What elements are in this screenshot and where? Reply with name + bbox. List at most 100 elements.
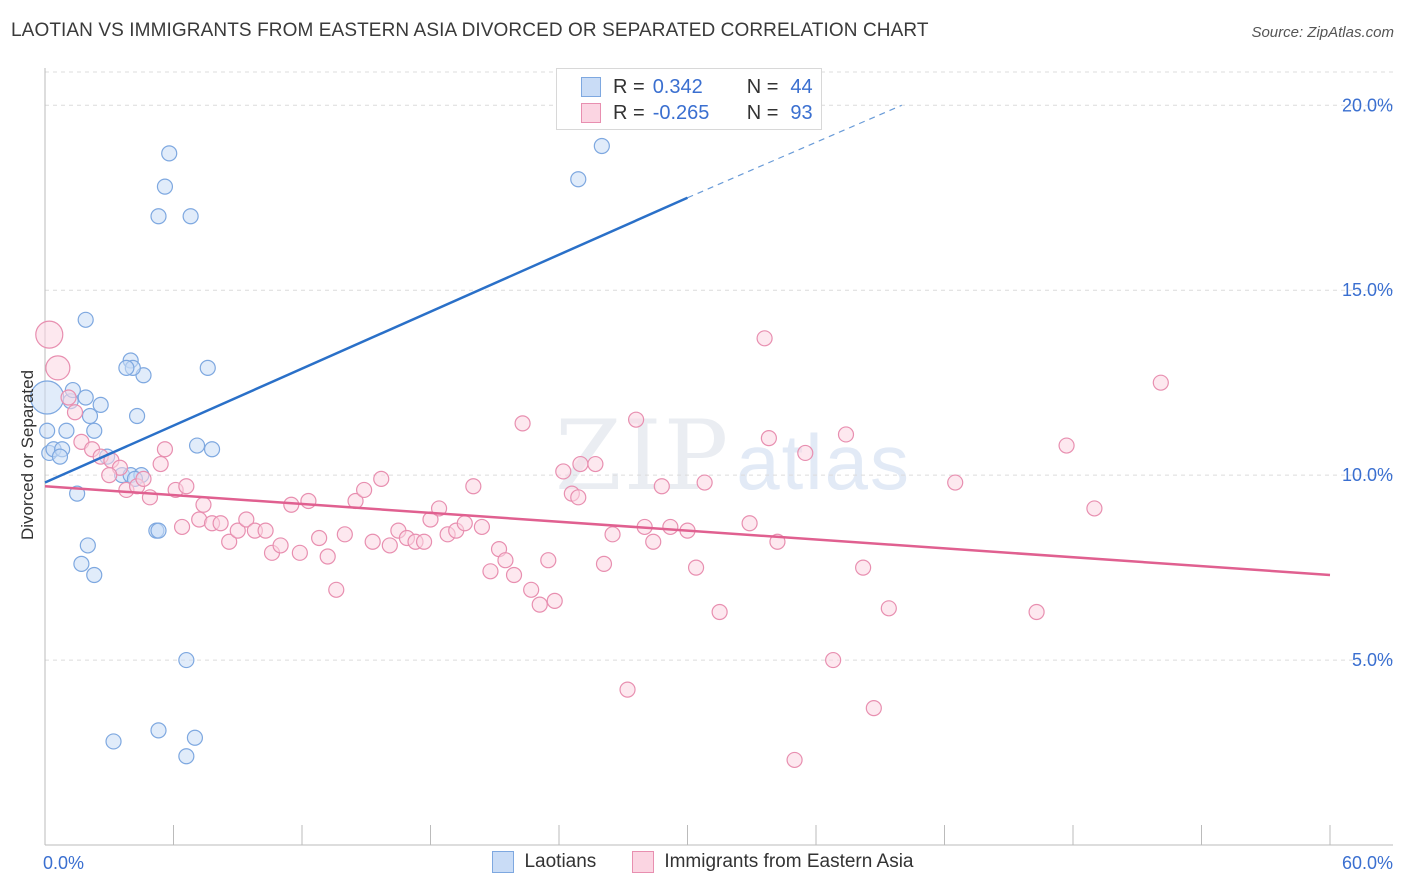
immigrants-point (101, 467, 118, 484)
legend-label-laotians: Laotians (524, 851, 597, 872)
immigrants-point (741, 515, 758, 532)
laotians-point (178, 651, 195, 669)
laotians-point (178, 748, 195, 765)
legend-n-label: N = (746, 101, 779, 124)
laotians-point (118, 359, 135, 376)
immigrants-point (523, 581, 540, 598)
immigrants-point (1058, 437, 1075, 454)
immigrants-point (514, 415, 531, 432)
immigrants-point (855, 559, 872, 576)
laotians-point (161, 145, 178, 162)
immigrants-point (687, 559, 705, 576)
immigrants-point (195, 496, 212, 513)
laotians-point (150, 208, 167, 225)
legend-swatch-laotians (581, 77, 601, 97)
immigrants-point (35, 320, 64, 349)
laotians-point (182, 208, 199, 225)
legend-r-label: R = (613, 101, 645, 124)
immigrants-point (570, 489, 587, 506)
immigrants-point (173, 518, 191, 536)
immigrants-point (364, 533, 381, 550)
immigrants-point (604, 526, 621, 543)
immigrants-point (760, 430, 777, 447)
immigrants-point (152, 455, 169, 473)
legend-item-laotians[interactable]: Laotians (492, 851, 596, 873)
immigrants-point (135, 470, 152, 487)
y-tick-label: 15.0% (1342, 280, 1393, 300)
immigrants-point (627, 411, 645, 428)
y-tick-label: 20.0% (1342, 95, 1393, 115)
immigrants-point (572, 455, 589, 473)
immigrants-point (257, 522, 274, 539)
immigrants-point (662, 518, 679, 536)
immigrants-trend-line (44, 484, 1331, 577)
laotians-point (156, 178, 174, 195)
x-tick-label: 0.0% (43, 853, 84, 873)
immigrants-point (619, 681, 636, 698)
immigrants-point (300, 492, 317, 510)
immigrants-point (178, 478, 195, 495)
laotians-point (128, 407, 146, 425)
immigrants-point (291, 544, 308, 561)
laotians-point (73, 555, 90, 573)
laotians-point (92, 396, 109, 413)
immigrants-point (482, 563, 499, 580)
immigrants-point (497, 552, 514, 569)
legend-r-value: 0.342 (652, 75, 703, 98)
legend-swatch-immigrants (581, 103, 601, 123)
immigrants-point (336, 526, 353, 543)
immigrants-point (156, 441, 174, 458)
legend-n-value: 93 (790, 101, 813, 124)
immigrants-point (221, 533, 238, 550)
laotians-point (150, 722, 167, 739)
legend-item-immigrants[interactable]: Immigrants from Eastern Asia (632, 851, 914, 873)
immigrants-point (947, 474, 964, 491)
immigrants-point (825, 651, 842, 669)
immigrants-point (711, 603, 728, 621)
immigrants-point (531, 596, 548, 613)
legend-r-label: R = (613, 75, 645, 98)
immigrants-point (60, 389, 77, 406)
immigrants-point (456, 515, 473, 532)
immigrants-point (356, 481, 373, 499)
laotians-point (39, 422, 56, 439)
immigrants-point (381, 537, 398, 554)
immigrants-point (837, 426, 855, 443)
legend-swatch-immigrants (632, 851, 655, 873)
y-axis-label: Divorced or Separated (18, 369, 37, 541)
laotians-point (86, 422, 103, 439)
laotians-point (79, 537, 96, 554)
immigrants-point (1086, 500, 1103, 517)
immigrants-point (229, 522, 246, 539)
source-label: Source: ZipAtlas.com (1251, 24, 1394, 41)
immigrants-point (865, 700, 882, 717)
legend-label-immigrants: Immigrants from Eastern Asia (664, 851, 914, 872)
immigrants-point (797, 444, 814, 462)
immigrants-point (555, 463, 572, 480)
immigrants-point (786, 751, 803, 769)
laotians-point (150, 522, 167, 539)
series-legend: Laotians Immigrants from Eastern Asia (0, 851, 1406, 873)
correlation-legend: R = 0.342 N = 44 R = -0.265 N = 93 (556, 68, 822, 130)
immigrants-point (587, 455, 604, 473)
immigrants-point (66, 404, 84, 421)
legend-r-value: -0.265 (652, 101, 710, 124)
laotians-point (51, 448, 69, 465)
laotians-point (81, 407, 99, 425)
laotians-point (570, 171, 587, 188)
immigrants-point (653, 478, 670, 495)
legend-row-immigrants: R = -0.265 N = 93 (581, 100, 813, 126)
immigrants-point (473, 518, 490, 536)
legend-swatch-laotians (492, 851, 515, 873)
laotians-point (186, 729, 204, 746)
immigrants-point (880, 600, 897, 617)
immigrants-point (1028, 603, 1045, 621)
immigrants-point (319, 548, 336, 565)
immigrants-point (505, 566, 523, 584)
laotians-point (86, 566, 103, 584)
immigrants-point (415, 533, 433, 550)
laotians-point (593, 137, 610, 155)
legend-row-laotians: R = 0.342 N = 44 (581, 74, 813, 100)
legend-n-label: N = (746, 75, 779, 98)
immigrants-point (540, 552, 557, 569)
